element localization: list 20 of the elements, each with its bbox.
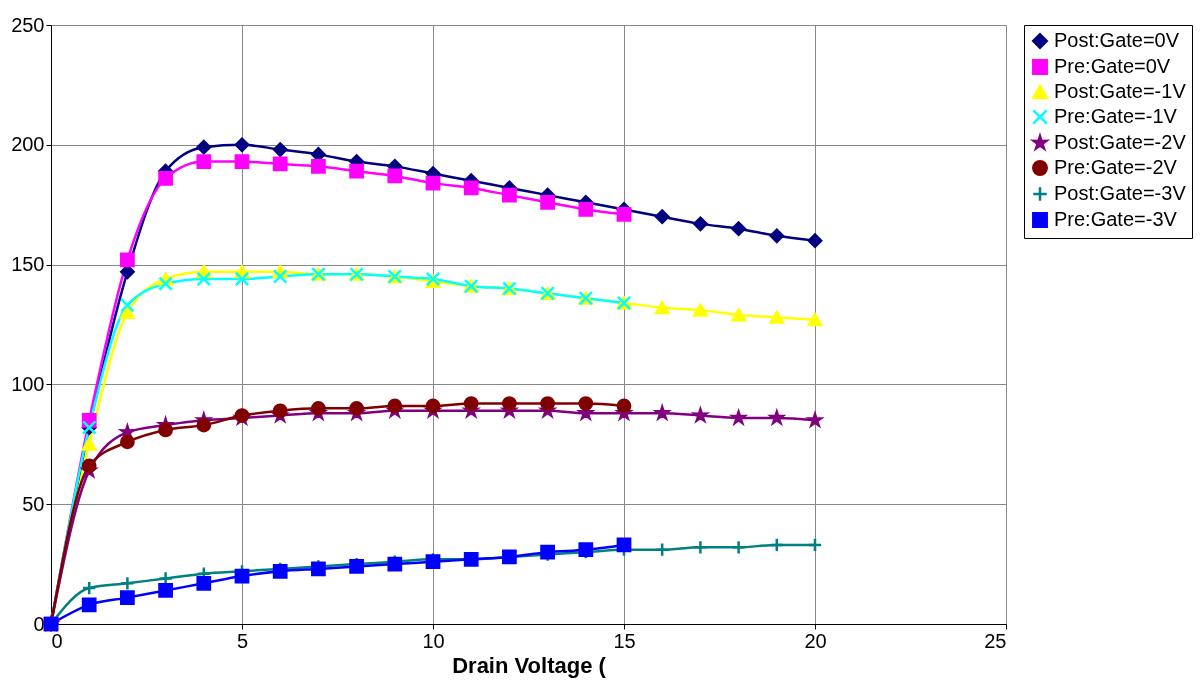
x-tick-label: 5 (236, 629, 249, 652)
y-tick-label: 100 (11, 372, 45, 395)
y-tick-label: 200 (11, 133, 45, 156)
legend-label: Post:Gate=0V (1054, 29, 1180, 51)
legend-label: Pre:Gate=-2V (1054, 156, 1178, 178)
x-tick-label: 25 (984, 629, 1007, 652)
y-tick-label: 250 (11, 13, 45, 36)
x-tick-label: 10 (422, 629, 445, 652)
legend-label: Pre:Gate=-1V (1054, 105, 1178, 127)
x-tick-label: 20 (804, 629, 827, 652)
x-tick-label: 15 (613, 629, 636, 652)
legend-label: Post:Gate=-1V (1054, 80, 1187, 102)
legend-label: Pre:Gate=-3V (1054, 208, 1178, 230)
legend-label: Pre:Gate=0V (1054, 55, 1171, 77)
y-tick-label: 150 (11, 253, 45, 276)
legend-label: Post:Gate=-2V (1054, 131, 1187, 153)
legend-label: Post:Gate=-3V (1054, 182, 1187, 204)
x-tick-label: 0 (51, 629, 63, 652)
x-axis-title: Drain Voltage ( (452, 652, 607, 678)
y-tick-label: 50 (22, 492, 45, 515)
